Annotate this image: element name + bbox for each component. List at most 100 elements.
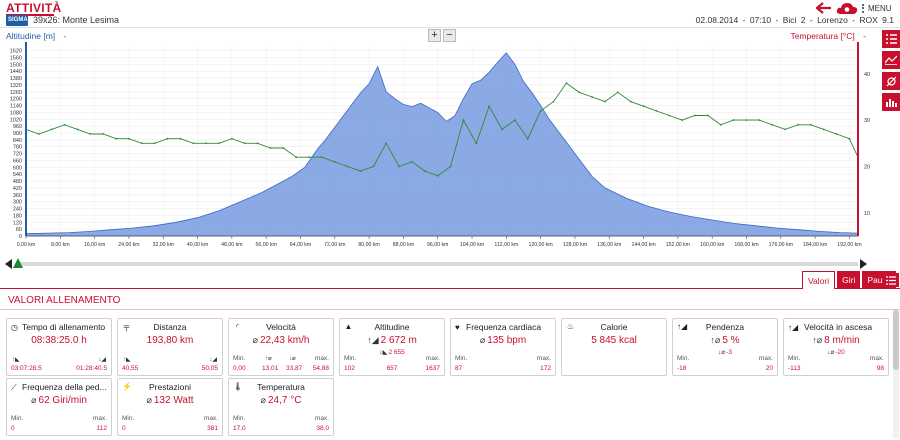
back-arrow-icon[interactable] (816, 2, 832, 14)
card-value-text: 135 bpm (487, 335, 527, 346)
card-max-value: 381 (207, 425, 218, 432)
average-button[interactable] (882, 72, 900, 90)
altitude-temperature-chart[interactable]: 0601201802403003604204805406006607207808… (0, 40, 880, 256)
altitude-axis-title: Altitudine [m] (6, 31, 56, 41)
scrollbar[interactable] (893, 310, 899, 438)
y-right-tick-label: 40 (864, 72, 870, 78)
temperature-point (231, 137, 233, 140)
descent-icon: ↓⌀ (827, 349, 835, 356)
temperature-point (565, 82, 568, 84)
tabs-divider (0, 288, 900, 289)
temperature-point (140, 142, 143, 145)
gradient-icon: ↑◢ (677, 322, 688, 331)
cloud-sync-icon[interactable] (836, 1, 858, 15)
card-value: ↑⌀ 8 m/min (784, 335, 888, 346)
card-heart-rate[interactable]: ♥ Frequenza cardiaca ⌀ 135 bpm Min. max. 8… (450, 318, 556, 376)
y-left-tick-label: 960 (13, 124, 22, 130)
card-sub-text: 2 655 (388, 349, 405, 356)
temperature-point (449, 165, 452, 168)
card-max-value: 112 (96, 425, 107, 432)
y-left-tick-label: 0 (19, 234, 22, 240)
card-max-value: 172 (540, 365, 551, 372)
card-value: ⌀ 22,43 km/h (229, 335, 333, 346)
x-tick-label: 184,00 km (803, 242, 827, 248)
min-label: Min. (677, 355, 690, 362)
line-chart-button[interactable] (882, 51, 900, 69)
temperature-point (38, 133, 40, 135)
card-value: 08:38:25.0 h (31, 335, 87, 346)
card-cadence[interactable]: ⟋ Frequenza della ped... ⌀ 62 Giri/min Min… (6, 378, 112, 436)
card-avg-value: 657 (386, 365, 398, 372)
list-view-button[interactable] (882, 30, 900, 48)
y-left-tick-label: 60 (16, 227, 22, 233)
ride-device: ROX 9.1 (859, 15, 894, 25)
card-temperature[interactable]: 🌡 Temperatura ⌀ 24,7 °C Min. max. 17,0 38,… (228, 378, 334, 436)
x-tick-label: 128,00 km (563, 242, 587, 248)
slider-right-arrow-icon[interactable] (860, 259, 867, 269)
card-calories[interactable]: ♨ Calorie 5 845 kcal (561, 318, 667, 376)
temperature-point (514, 119, 516, 121)
card-gradient[interactable]: ↑◢ Pendenza ↑⌀ 5 % ↓⌀-3 Min. max. -18 20 (672, 318, 778, 376)
temperature-point (359, 170, 362, 173)
slider-handle[interactable] (13, 258, 23, 268)
line-chart-icon (885, 55, 897, 65)
card-min-value: 102 (344, 365, 355, 372)
min-label: Min. (344, 355, 357, 362)
slider-track[interactable] (18, 262, 858, 266)
x-tick-label: 104,00 km (460, 242, 484, 248)
temperature-point (694, 114, 696, 117)
card-power[interactable]: ⚡ Prestazioni ⌀ 132 Watt Min. max. 0 381 (117, 378, 223, 436)
x-tick-label: 40,00 km (187, 242, 208, 248)
bar-chart-button[interactable] (882, 93, 900, 111)
x-tick-label: 48,00 km (221, 242, 242, 248)
card-distance[interactable]: ╤ Distanza 193,80 km ↑◣ ↓◢ 40,55 50,05 (117, 318, 223, 376)
zoom-out-button[interactable]: − (443, 29, 456, 42)
card-title-wrap: ▲ Altitudine (340, 322, 444, 332)
logo-text: SIGMA (8, 17, 28, 23)
card-value: ↑◢ 2 672 m (340, 335, 444, 346)
temperature-point (269, 147, 272, 149)
average-symbol: ⌀ (260, 395, 266, 405)
y-left-tick-label: 660 (13, 158, 22, 164)
min-label: Min. (122, 415, 135, 422)
altitude-axis-label[interactable]: Altitudine [m] - (6, 31, 66, 41)
y-left-tick-label: 300 (13, 200, 22, 206)
temperature-point (76, 128, 79, 131)
tab-laps[interactable]: Giri (837, 271, 861, 289)
temperature-point (835, 133, 838, 135)
stopwatch-icon: ◷ (11, 323, 18, 332)
zoom-in-button[interactable]: + (428, 29, 441, 42)
min-label: Min. (788, 355, 801, 362)
card-title-wrap: ◷ Tempo di allenamento (11, 322, 109, 332)
pause-time-icon: ↓◢ (98, 357, 106, 363)
scrollbar-thumb[interactable] (893, 310, 899, 370)
slider-left-arrow-icon[interactable] (5, 259, 12, 269)
card-title: Velocità (266, 322, 296, 332)
card-altitude[interactable]: ▲ Altitudine ↑◢ 2 672 m ↓◣2 655 Min. max. … (339, 318, 445, 376)
card-min-value: -18 (677, 365, 687, 372)
card-sub-text: -3 (726, 349, 732, 356)
card-speed[interactable]: ◜ Velocità ⌀ 22,43 km/h Min. ↑⌀ ↓⌀ max. 0,… (228, 318, 334, 376)
y-left-tick-label: 1560 (10, 55, 22, 61)
temperature-point (423, 170, 426, 173)
road-sign-icon: ╤ (123, 322, 130, 331)
card-title-wrap: ⟋ Frequenza della ped... (11, 382, 109, 393)
card-value: ↑⌀ 5 % (673, 335, 777, 346)
card-climb-rate[interactable]: ↑◢ Velocità in ascesa ↑⌀ 8 m/min ↓⌀-20 Min… (783, 318, 889, 376)
chart-range-slider[interactable] (0, 257, 900, 271)
card-training-time[interactable]: ◷ Tempo di allenamento 08:38:25.0 h ↑◣ ↓◢… (6, 318, 112, 376)
temperature-point (166, 137, 169, 140)
temperature-point (668, 114, 671, 117)
temperature-point (308, 156, 310, 159)
card-max-value: 20 (765, 365, 773, 372)
tab-values[interactable]: Valori (802, 271, 836, 289)
y-left-tick-label: 900 (13, 131, 22, 137)
list-options-button[interactable] (883, 273, 899, 287)
menu-button[interactable]: MENU (862, 2, 892, 14)
downhill-distance-icon: ↓◢ (209, 357, 217, 363)
card-min-value: 03:07:28.5 (11, 365, 42, 372)
climb-rate-icon: ↑◢ (788, 323, 799, 332)
temperature-point (462, 119, 465, 121)
average-symbol: ⌀ (479, 335, 486, 345)
temperature-axis-label[interactable]: Temperatura [°C] - (790, 31, 866, 41)
